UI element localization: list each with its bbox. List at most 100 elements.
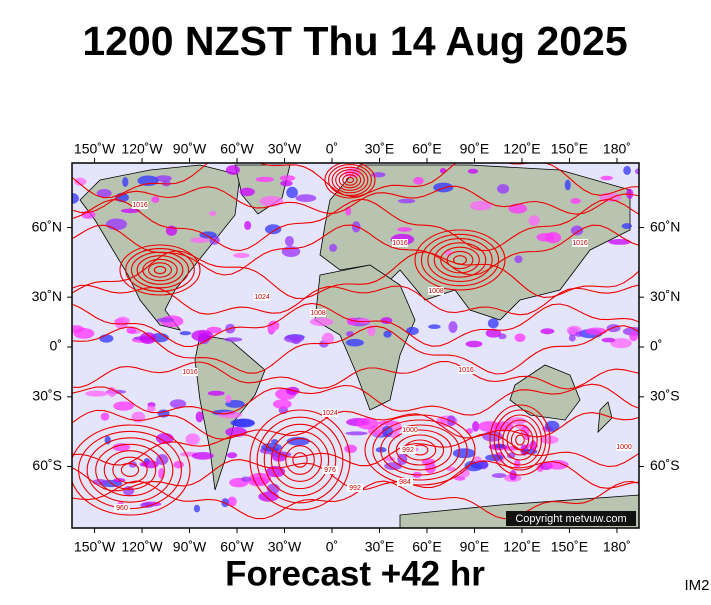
x-tick-label-bottom: 0˚ — [326, 539, 338, 555]
precip-cell — [344, 444, 357, 454]
precip-cell — [264, 224, 282, 235]
precip-cell — [244, 220, 252, 230]
isobar-ring — [493, 409, 547, 471]
isobar-ring — [112, 456, 148, 484]
precip-cell — [623, 165, 631, 176]
isobar-ring — [338, 171, 362, 189]
copyright: Copyright metvuw.com — [515, 513, 626, 525]
precip-cell — [227, 496, 237, 507]
precip-cell — [564, 179, 571, 191]
precip-cell — [485, 328, 502, 338]
isobar-label-bg — [322, 466, 338, 474]
precip-cell — [73, 328, 95, 339]
x-tick-label-bottom: 60˚W — [220, 539, 254, 555]
x-tick-label-top: 60˚W — [220, 141, 254, 157]
precip-cell — [279, 175, 296, 182]
precip-cell — [226, 452, 238, 459]
precip-cell — [448, 321, 458, 333]
isobar-ring — [130, 251, 190, 289]
precip-cell — [225, 165, 240, 175]
precip-cell — [621, 223, 633, 229]
isobar-ring — [515, 434, 525, 446]
precip-cell — [608, 238, 632, 245]
isobar-label: 1024 — [254, 294, 270, 301]
precip-cell — [113, 401, 134, 411]
image-code: IM2 — [684, 577, 709, 594]
precip-cell — [286, 186, 298, 199]
precip-cell — [105, 218, 128, 231]
x-tick-label-top: 60˚E — [412, 141, 442, 157]
isobar-ring — [388, 429, 452, 471]
isobar-label-bg — [114, 504, 130, 512]
isobar-label-bg — [402, 426, 418, 434]
precip-cell — [233, 252, 250, 258]
precip-cell — [207, 390, 225, 396]
precip-cell — [72, 193, 79, 204]
africa — [314, 264, 416, 411]
precip-cell — [452, 448, 476, 459]
precip-cell — [345, 338, 364, 347]
isobar-label-bg — [322, 409, 338, 417]
precip-cell — [295, 194, 317, 202]
precip-cell — [179, 331, 192, 336]
isobar-ring — [335, 169, 365, 191]
x-tick-label-bottom: 90˚E — [460, 539, 490, 555]
isobar — [72, 325, 639, 375]
isobar-label: 992 — [349, 485, 361, 492]
precip-cell — [465, 340, 483, 348]
isobar-ring — [263, 423, 337, 497]
isobar-ring — [498, 414, 542, 466]
x-tick-label-top: 90˚E — [460, 141, 490, 157]
precip-cell — [390, 421, 402, 434]
isobar-ring — [270, 430, 330, 490]
precip-cell — [193, 504, 201, 513]
precip-cell — [156, 317, 174, 323]
precip-cell — [140, 502, 155, 508]
isobar-ring — [125, 248, 195, 292]
precip-cell — [100, 412, 110, 421]
title: 1200 NZST Thu 14 Aug 2025 — [82, 18, 627, 64]
y-tick-label-left: 60˚S — [32, 457, 62, 473]
precip-cell — [137, 175, 159, 186]
precip-cell — [185, 433, 200, 445]
y-tick-label-right: 30˚S — [650, 388, 680, 404]
precip-cell — [208, 210, 217, 216]
isobar-ring — [427, 238, 493, 282]
precip-cell — [629, 331, 638, 342]
precip-cell — [459, 469, 470, 478]
north-america — [79, 164, 241, 331]
isobar-label-bg — [310, 309, 326, 317]
isobar-label: 992 — [402, 447, 414, 454]
precip-cell — [600, 175, 613, 181]
precip-cell — [272, 399, 292, 409]
isobar-ring — [345, 176, 355, 184]
x-tick-label-top: 120˚W — [121, 141, 163, 157]
precip-cell — [291, 337, 301, 345]
isobar — [72, 250, 639, 299]
precip-cell — [428, 324, 441, 330]
isobar-ring — [506, 424, 534, 456]
isobar-label: 1024 — [322, 410, 338, 417]
isobar — [72, 284, 639, 316]
precip-cell — [270, 439, 279, 445]
x-tick-label-bottom: 60˚E — [412, 539, 442, 555]
isobar-label: 1016 — [572, 240, 588, 247]
precip-cell — [104, 435, 111, 445]
isobar-ring — [153, 265, 167, 275]
x-tick-label-top: 120˚E — [503, 141, 540, 157]
precip-cell — [413, 176, 424, 185]
precip-cell — [224, 337, 243, 342]
precip-cell — [255, 176, 274, 183]
precip-cell — [472, 421, 480, 432]
precip-cell — [190, 237, 209, 244]
precip-cell — [218, 411, 243, 419]
forecast-label: Forecast +42 hr — [225, 554, 485, 593]
precip-cell — [383, 330, 392, 338]
isobar-label-bg — [572, 239, 588, 247]
x-tick-label-bottom: 30˚W — [268, 539, 302, 555]
isobar-ring — [372, 419, 468, 481]
y-tick-label-left: 30˚N — [32, 288, 62, 304]
x-tick-label-top: 90˚W — [173, 141, 207, 157]
isobar-label: 1016 — [182, 369, 198, 376]
